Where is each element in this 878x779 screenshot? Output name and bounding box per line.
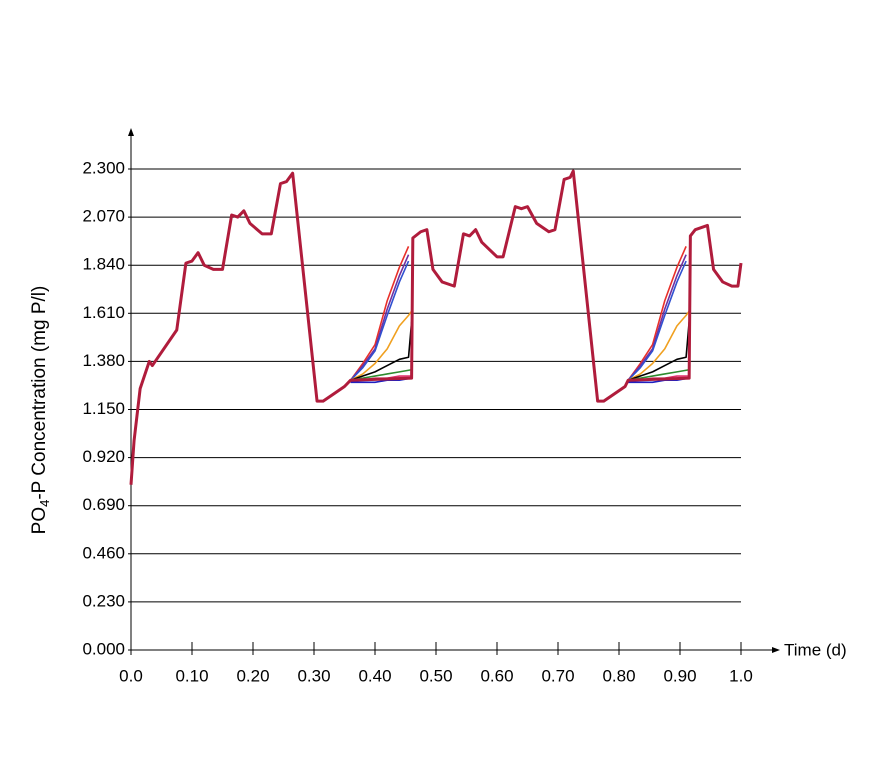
x-tick-label: 0.80 [602, 666, 635, 685]
y-tick-label: 1.610 [82, 303, 125, 322]
y-tick-label: 1.150 [82, 399, 125, 418]
series-line [349, 254, 687, 381]
x-tick-label: 0.0 [119, 666, 143, 685]
y-label-subscript: 4 [37, 500, 52, 507]
y-axis-label: PO4-P Concentration (mg P/l) [29, 286, 52, 535]
y-tick-label: 1.840 [82, 255, 125, 274]
y-tick-label: 0.920 [82, 447, 125, 466]
series-line [350, 260, 687, 381]
x-tick-label: 0.70 [541, 666, 574, 685]
y-tick-label: 2.070 [82, 207, 125, 226]
series-line [129, 169, 743, 485]
x-tick-label: 0.90 [663, 666, 696, 685]
x-tick-label: 0.60 [480, 666, 513, 685]
series-line [349, 246, 687, 381]
x-axis-label: Time (d) [784, 640, 847, 659]
y-axis-arrow [128, 128, 134, 136]
x-tick-label: 0.50 [419, 666, 452, 685]
y-tick-label: 1.380 [82, 351, 125, 370]
y-tick-label: 0.690 [82, 495, 125, 514]
y-label-part: PO [29, 507, 50, 534]
y-label-part: -P Concentration (mg P/l) [29, 286, 50, 500]
series-line [350, 310, 690, 381]
y-tick-label: 0.230 [82, 591, 125, 610]
series-line [350, 321, 690, 381]
x-tick-label: 0.30 [297, 666, 330, 685]
y-tick-label: 0.000 [82, 639, 125, 658]
y-tick-label: 2.300 [82, 158, 125, 177]
x-tick-label: 0.20 [236, 666, 269, 685]
y-tick-label: 0.460 [82, 543, 125, 562]
x-tick-label: 0.10 [175, 666, 208, 685]
x-tick-label: 1.0 [729, 666, 753, 685]
x-tick-label: 0.40 [358, 666, 391, 685]
x-axis-arrow [772, 647, 780, 653]
